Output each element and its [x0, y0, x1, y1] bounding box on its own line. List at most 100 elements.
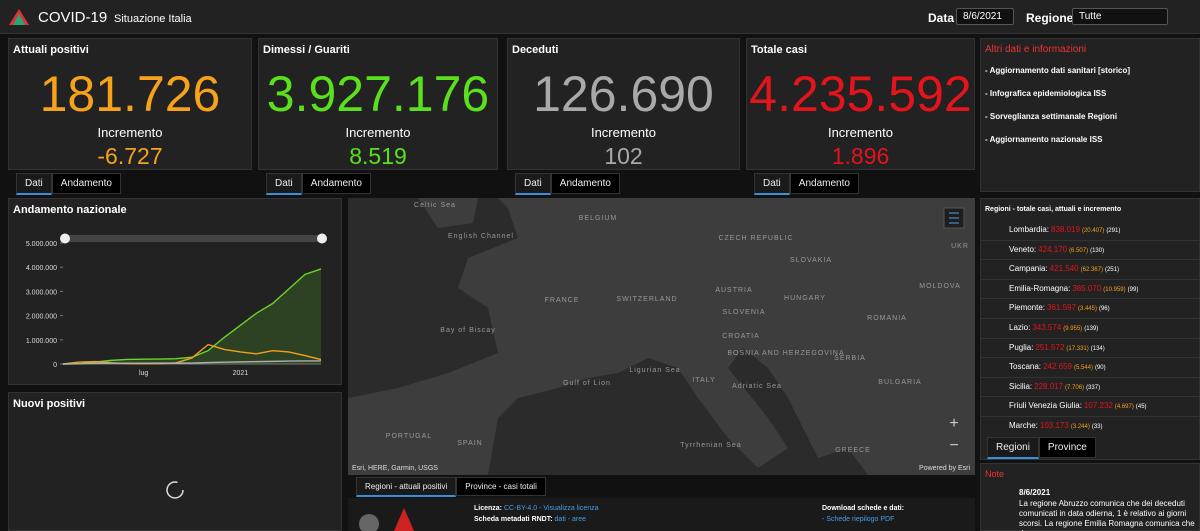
region-cell: 361.597 [1047, 303, 1076, 313]
region-cell: (90) [1094, 365, 1106, 372]
regions-title: Regioni - totale casi, attuali e increme… [985, 206, 1122, 213]
card-tabs: Dati Andamento [515, 173, 620, 195]
region-row[interactable]: Veneto: 424.170 (6.507) (130) [981, 241, 1200, 261]
map[interactable]: + − Celtic Sea BELGIUM English Channel CZEC… [348, 198, 975, 475]
links-list: - Aggiornamento dati sanitari [storico] -… [985, 65, 1135, 157]
map-label: SLOVAKIA [790, 257, 832, 264]
rndt-link[interactable]: dati - aree [554, 516, 587, 523]
region-cell: (7.706) [1065, 384, 1085, 391]
increment-label: Incremento [590, 125, 657, 140]
card: Dimessi / Guariti 3.927.176 Incremento 8.51… [258, 38, 498, 170]
download-label: Download schede e dati: [822, 505, 905, 512]
links-title: Altri dati e informazioni [985, 44, 1087, 55]
tab[interactable]: Andamento [550, 173, 620, 194]
tab[interactable]: Regioni [987, 437, 1039, 459]
card: Attuali positivi 181.726 Incremento -6.727 [8, 38, 252, 170]
increment-value: 102 [604, 143, 643, 169]
region-row[interactable]: Campania: 421.540 (62.367) (251) [981, 260, 1200, 280]
map-label: BELGIUM [579, 215, 618, 222]
tab[interactable]: Dati [266, 173, 302, 195]
tab[interactable]: Regioni - attuali positivi [356, 477, 457, 497]
region-cell: 385.070 [1072, 283, 1102, 293]
region-cell: (3.445) [1077, 306, 1097, 313]
license: Licenza: CC-BY-4.0 - Visualizza licenza [474, 505, 599, 512]
tab[interactable]: Andamento [789, 173, 859, 194]
map-label: CZECH REPUBLIC [718, 235, 793, 242]
logo [9, 9, 29, 25]
region-label: Regione [1026, 11, 1074, 25]
region-cell: Puglia: [1009, 342, 1034, 352]
tab[interactable]: Dati [16, 173, 52, 195]
region-row[interactable]: Piemonte: 361.597 (3.445) (96) [981, 299, 1200, 319]
increment-value: -6.727 [97, 143, 163, 169]
region-row[interactable]: Marche: 103.173 (3.244) (33) [981, 417, 1200, 435]
slider-handle [60, 233, 70, 244]
map-label: FRANCE [545, 297, 580, 304]
map-label: SPAIN [457, 440, 483, 447]
tab[interactable]: Province [1038, 437, 1096, 458]
license-link[interactable]: - Visualizza licenza [539, 505, 599, 512]
region-row[interactable]: Toscana: 242.659 (5.544) (90) [981, 358, 1200, 378]
map-label: SLOVENIA [722, 309, 765, 316]
tab[interactable]: Andamento [51, 173, 121, 194]
card-title: Deceduti [512, 44, 559, 56]
svg-text:+: + [949, 415, 958, 432]
y-tick-label: 0 [53, 362, 57, 369]
region-row[interactable]: Sicilia: 228.017 (7.706) (337) [981, 378, 1200, 398]
map-attribution: Esri, HERE, Garmin, USGS [352, 465, 438, 472]
map-label: Gulf of Lion [563, 380, 611, 387]
regions-panel: Regioni - totale casi, attuali e increme… [980, 198, 1200, 460]
region-cell: (99) [1127, 286, 1139, 293]
y-tick-label: 1.000.000 [26, 338, 57, 345]
region-row[interactable]: Lombardia: 838.019 (20.407) (291) [981, 221, 1200, 241]
region-row[interactable]: Lazio: 343.574 (9.955) (139) [981, 319, 1200, 339]
footer: Licenza: CC-BY-4.0 - Visualizza licenza … [348, 498, 975, 531]
license-value[interactable]: CC-BY-4.0 [503, 505, 538, 512]
y-tick-label: 5.000.000 [26, 241, 57, 248]
map-label: Tyrrhenian Sea [680, 442, 741, 449]
region-row[interactable]: Puglia: 251.572 (17.331) (134) [981, 339, 1200, 359]
region-cell: 107.232 [1083, 401, 1113, 411]
region-cell: (5.544) [1073, 365, 1093, 372]
region-cell: (291) [1106, 228, 1121, 234]
region-select[interactable]: Tutte [1072, 8, 1168, 25]
map-label: Ligurian Sea [629, 367, 680, 374]
date-label: Data [928, 11, 955, 25]
tab[interactable]: Province - casi totali [456, 477, 546, 496]
region-row[interactable]: Friuli Venezia Giulia: 107.232 (4.697) (45) [981, 397, 1200, 417]
y-tick-label: 4.000.000 [26, 265, 57, 272]
note-text: La regione Abruzzo comunica che dei dece… [1019, 499, 1195, 531]
line-chart: 0 1.000.000 2.000.000 3.000.000 4.000.000 5.0… [26, 233, 327, 377]
increment-label: Incremento [345, 125, 411, 140]
link[interactable]: - Aggiornamento dati sanitari [storico] [985, 66, 1131, 75]
card-title: Dimessi / Guariti [263, 44, 350, 56]
svg-text:−: − [949, 437, 958, 454]
map-label: SWITZERLAND [616, 296, 677, 303]
map-label: GREECE [835, 447, 871, 454]
map-label: SERBIA [834, 355, 866, 362]
tab[interactable]: Dati [754, 173, 790, 195]
region-cell: 103.173 [1039, 420, 1069, 430]
region-cell: 228.017 [1034, 381, 1064, 391]
region-cell: 838.019 [1051, 225, 1080, 234]
region-row[interactable]: Emilia-Romagna: 385.070 (10.959) (99) [981, 280, 1200, 300]
x-tick-label: lug [139, 370, 148, 377]
tab[interactable]: Dati [515, 173, 551, 195]
region-cell: (33) [1091, 423, 1103, 430]
date-select[interactable]: 8/6/2021 [956, 8, 1014, 25]
region-cell: 242.659 [1043, 362, 1072, 372]
link[interactable]: - Infografica epidemiologica ISS [985, 89, 1107, 98]
download-link[interactable]: - Schede riepilogo PDF [822, 516, 895, 523]
spinner [166, 481, 184, 499]
tab[interactable]: Andamento [301, 173, 371, 194]
new-positives-title: Nuovi positivi [13, 398, 86, 410]
map-tabs: Regioni - attuali positivi Province - cas… [356, 476, 546, 497]
map-label: CROATIA [722, 333, 760, 340]
slider-handle [317, 233, 327, 244]
link[interactable]: - Sorveglianza settimanale Regioni [985, 112, 1118, 121]
region-cell: (251) [1104, 267, 1119, 274]
region-cell: (45) [1135, 404, 1147, 411]
link[interactable]: - Aggiornamento nazionale ISS [985, 135, 1103, 144]
increment-label: Incremento [97, 125, 163, 140]
header: COVID-19 Situazione Italia Data 8/6/2021… [0, 0, 1200, 34]
